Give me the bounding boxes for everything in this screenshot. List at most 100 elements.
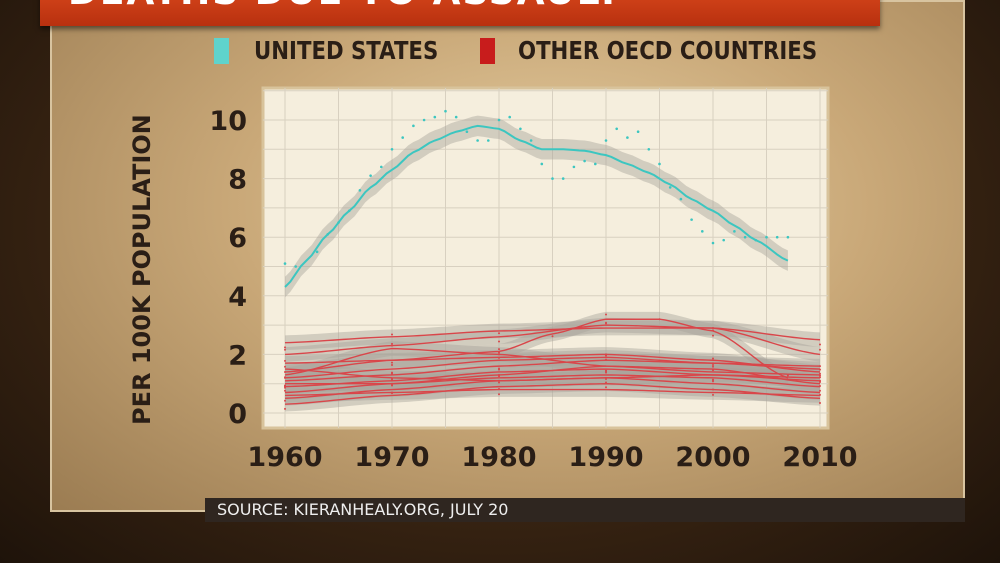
us-data-point — [765, 235, 768, 239]
legend-swatch-us — [214, 38, 229, 64]
oecd-trend-line — [284, 388, 821, 397]
oecd-data-point — [284, 386, 286, 389]
oecd-data-point — [284, 370, 286, 373]
oecd-data-point — [819, 380, 821, 383]
oecd-data-point — [284, 348, 286, 351]
oecd-data-point — [712, 378, 714, 381]
oecd-data-point — [284, 389, 286, 392]
oecd-data-point — [284, 399, 286, 402]
us-data-point — [529, 139, 533, 142]
us-data-point — [347, 209, 351, 213]
oecd-data-point — [819, 365, 821, 368]
oecd-data-point — [819, 348, 821, 351]
oecd-trend-line — [285, 365, 821, 385]
y-tick-label: 6 — [228, 223, 247, 254]
oecd-confidence-band — [285, 361, 820, 394]
us-data-point — [583, 159, 586, 163]
us-data-point — [775, 235, 779, 239]
legend-label-us: UNITED STATES — [254, 36, 439, 65]
oecd-data-point — [391, 333, 393, 336]
oecd-data-point — [712, 393, 714, 396]
us-data-point — [465, 130, 469, 134]
oecd-data-point — [391, 344, 393, 347]
oecd-data-point — [391, 342, 393, 345]
us-data-point — [294, 265, 298, 268]
oecd-trend-line — [284, 353, 821, 373]
us-data-point — [326, 232, 330, 236]
oecd-data-point — [498, 353, 500, 356]
x-tick-label: 1960 — [247, 442, 322, 473]
us-data-point — [369, 174, 372, 177]
us-data-point — [561, 177, 565, 180]
oecd-data-point — [284, 346, 286, 349]
legend-swatch-oecd — [480, 38, 495, 64]
oecd-data-point — [712, 388, 714, 391]
us-data-point — [283, 262, 287, 265]
us-data-point — [380, 165, 383, 169]
us-confidence-band — [285, 115, 788, 298]
oecd-data-point — [712, 380, 714, 383]
us-data-point — [636, 130, 640, 134]
us-data-point — [679, 197, 683, 201]
oecd-trend-line — [284, 374, 821, 394]
x-tick-label: 2000 — [675, 442, 750, 473]
us-data-point — [315, 250, 319, 254]
chart-title: DEATHS DUE TO ASSAULT — [68, 0, 622, 13]
us-data-point — [743, 235, 747, 239]
us-data-point — [358, 189, 362, 192]
source-caption: SOURCE: KIERANHEALY.ORG, JULY 20 — [205, 498, 965, 522]
oecd-data-point — [498, 348, 500, 351]
us-data-point — [551, 177, 554, 180]
oecd-data-point — [391, 363, 393, 366]
oecd-data-point — [819, 389, 821, 392]
oecd-data-point — [819, 374, 821, 377]
oecd-data-point — [284, 407, 286, 410]
oecd-data-point — [658, 318, 661, 321]
us-data-point — [572, 165, 576, 169]
us-data-point — [668, 186, 672, 189]
oecd-data-point — [498, 373, 500, 376]
us-data-point — [487, 139, 490, 142]
oecd-data-point — [498, 351, 500, 354]
us-data-point — [476, 139, 479, 142]
oecd-data-point — [605, 321, 607, 324]
oecd-trend-line — [284, 368, 821, 382]
oecd-data-point — [786, 374, 789, 377]
oecd-trend-line — [284, 327, 821, 344]
us-trend-line — [284, 124, 789, 288]
oecd-data-point — [605, 386, 607, 389]
oecd-confidence-band — [285, 341, 820, 383]
us-data-point — [540, 162, 544, 166]
legend-label-oecd: OTHER OECD COUNTRIES — [518, 36, 818, 65]
oecd-data-point — [498, 340, 500, 343]
oecd-data-point — [284, 365, 286, 368]
oecd-data-point — [819, 343, 821, 346]
us-data-point — [401, 136, 405, 139]
oecd-data-point — [498, 381, 500, 384]
us-data-point — [754, 238, 758, 242]
oecd-data-point — [498, 332, 500, 335]
oecd-data-point — [605, 354, 607, 357]
us-data-point — [615, 127, 618, 131]
y-tick-label: 4 — [228, 282, 247, 313]
us-data-point — [701, 230, 704, 233]
oecd-data-point — [712, 329, 714, 332]
oecd-data-point — [605, 313, 607, 316]
oecd-data-point — [391, 361, 393, 364]
y-tick-label: 0 — [228, 399, 247, 430]
us-data-point — [390, 148, 394, 151]
oecd-data-point — [391, 372, 393, 375]
oecd-data-point — [605, 358, 607, 361]
y-tick-label: 2 — [228, 340, 247, 371]
oecd-trend-line — [284, 356, 821, 379]
oecd-data-point — [819, 385, 821, 388]
oecd-data-point — [391, 378, 393, 381]
oecd-data-point — [391, 391, 393, 394]
y-tick-label: 10 — [209, 106, 247, 137]
y-tick-label: 8 — [228, 165, 247, 196]
oecd-confidence-band — [285, 376, 820, 412]
oecd-confidence-band — [285, 317, 820, 362]
title-banner: DEATHS DUE TO ASSAULT — [40, 0, 880, 26]
oecd-data-point — [605, 371, 607, 374]
